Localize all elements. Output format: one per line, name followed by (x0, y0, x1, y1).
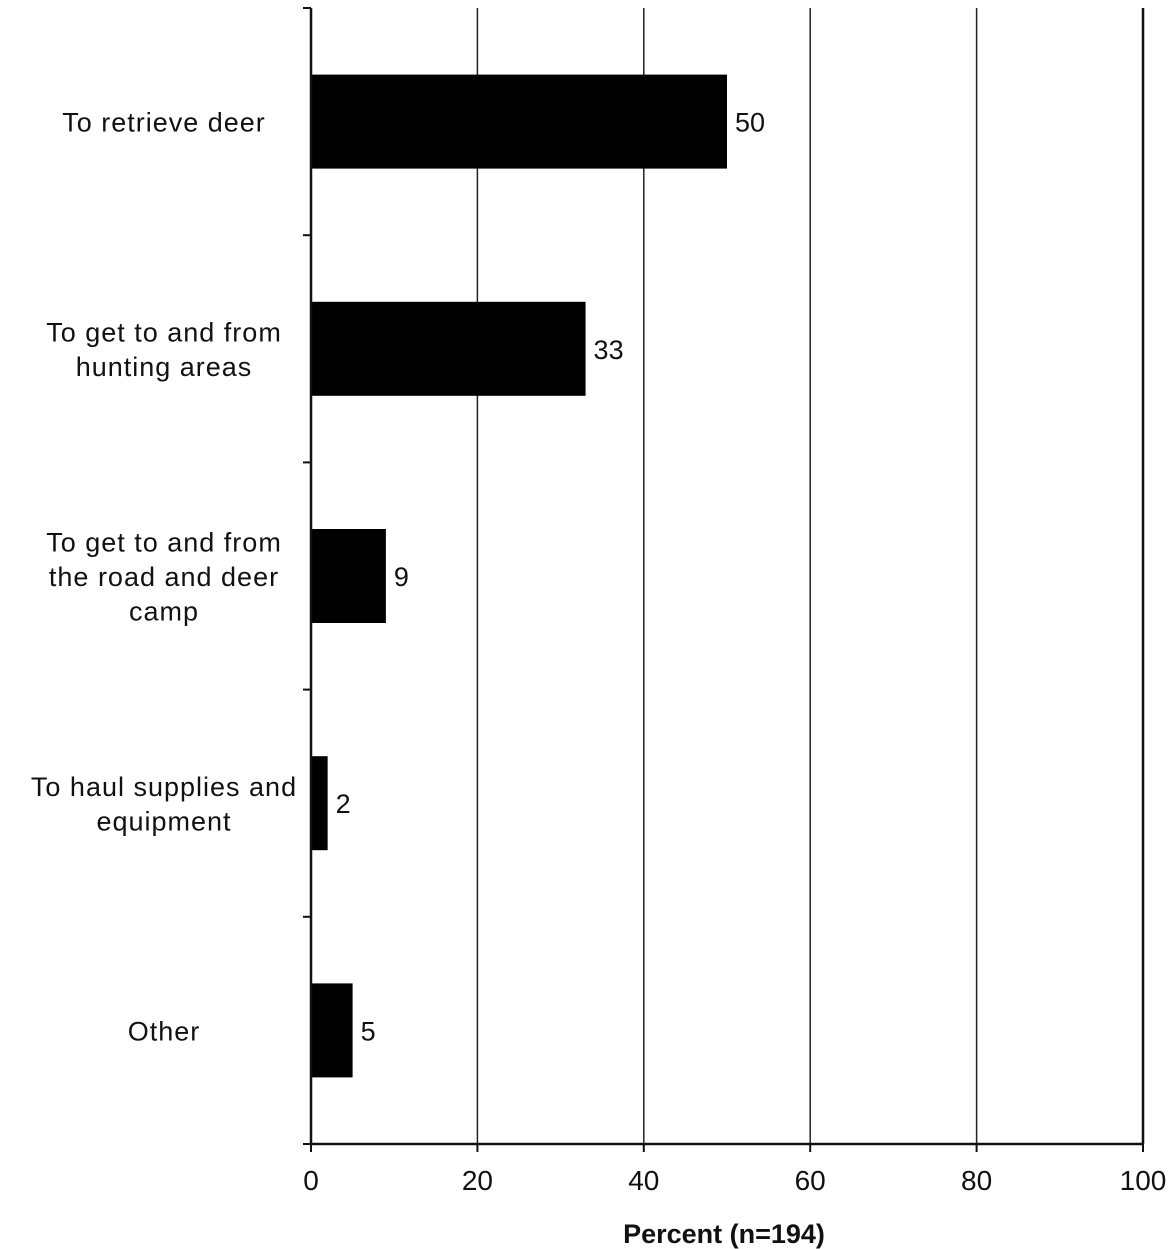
category-label-line: the road and deer (49, 562, 279, 592)
data-labels: 50 33 9 2 5 (336, 108, 765, 1047)
bar-1 (311, 74, 727, 169)
category-label-2: To get to and from hunting areas (46, 318, 282, 383)
category-label-line: equipment (96, 806, 231, 836)
x-tick-label-60: 60 (795, 1165, 826, 1196)
plot-frame (303, 7, 1145, 1152)
bar-3 (311, 529, 386, 623)
category-label-3: To get to and from the road and deer camp (46, 528, 282, 627)
x-tick-labels: 0 20 40 60 80 100 (303, 1165, 1166, 1196)
category-label-line: To haul supplies and (31, 772, 297, 802)
category-label-line: To get to and from (46, 528, 282, 558)
data-label-3: 9 (394, 562, 409, 592)
x-tick-label-0: 0 (303, 1165, 319, 1196)
category-label-line: To get to and from (46, 318, 282, 348)
category-label-line: Other (128, 1016, 201, 1046)
gridlines (476, 8, 978, 1144)
category-label-line: To retrieve deer (62, 108, 266, 138)
data-label-2: 33 (594, 335, 624, 365)
bar-2 (311, 301, 586, 396)
data-label-4: 2 (336, 789, 351, 819)
category-label-1: To retrieve deer (62, 108, 266, 138)
category-label-4: To haul supplies and equipment (31, 772, 297, 837)
data-label-1: 50 (735, 108, 765, 138)
data-label-5: 5 (361, 1016, 376, 1046)
bars (311, 74, 727, 1078)
category-label-line: hunting areas (76, 352, 253, 382)
bar-5 (311, 983, 353, 1078)
x-tick-label-100: 100 (1120, 1165, 1167, 1196)
category-labels: To retrieve deer To get to and from huntin… (31, 108, 297, 1047)
x-tick-label-40: 40 (628, 1165, 659, 1196)
x-tick-label-20: 20 (462, 1165, 493, 1196)
category-label-line: camp (129, 597, 199, 627)
x-tick-label-80: 80 (961, 1165, 992, 1196)
category-label-5: Other (128, 1016, 201, 1046)
x-axis-title: Percent (n=194) (623, 1219, 825, 1249)
bar-4 (311, 756, 328, 851)
